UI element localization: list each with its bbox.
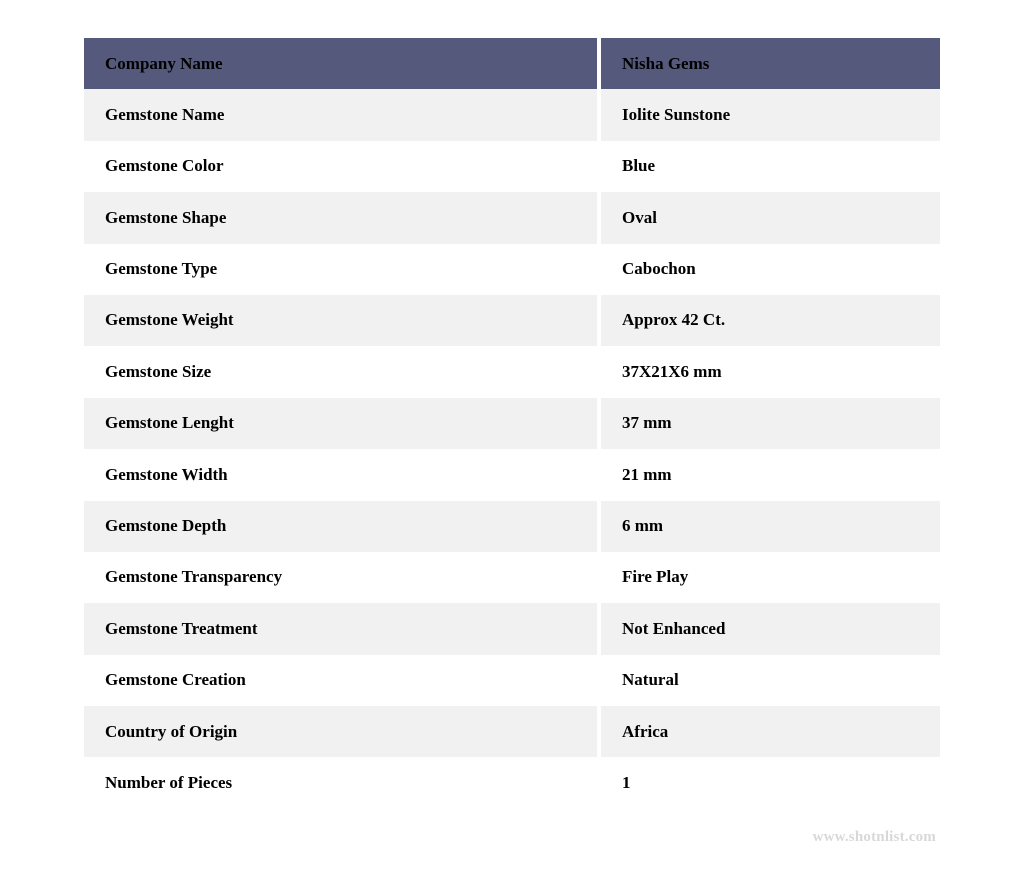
spec-table-row: Gemstone Depth 6 mm [84,500,940,552]
spec-label-cell: Gemstone Name [84,89,597,141]
site-watermark: www.shotnlist.com [812,829,936,845]
column-divider [597,706,601,758]
column-divider [597,654,601,707]
gemstone-spec-sheet: Company Name Nisha Gems Gemstone Name Iolit… [84,38,940,809]
spec-value-cell: 1 [601,757,940,809]
column-divider [597,346,601,398]
spec-label-cell: Number of Pieces [84,757,597,809]
column-divider [597,551,601,604]
spec-label-cell: Gemstone Width [84,449,597,501]
spec-header-row: Company Name Nisha Gems [84,38,940,90]
spec-table-row: Country of Origin Africa [84,706,940,758]
spec-value-cell: Nisha Gems [601,38,940,90]
spec-label-cell: Gemstone Creation [84,654,597,707]
spec-table-row: Gemstone Lenght 37 mm [84,397,940,450]
spec-table-row: Gemstone Size 37X21X6 mm [84,346,940,398]
spec-table-row: Gemstone Creation Natural [84,654,940,707]
spec-value-cell: Approx 42 Ct. [601,294,940,347]
column-divider [597,140,601,193]
column-divider [597,757,601,809]
spec-value-cell: Cabochon [601,243,940,295]
spec-value-cell: Oval [601,192,940,244]
column-divider [597,89,601,141]
spec-value-cell: 37X21X6 mm [601,346,940,398]
spec-label-cell: Gemstone Treatment [84,603,597,655]
spec-table-row: Gemstone Weight Approx 42 Ct. [84,294,940,347]
spec-value-cell: Not Enhanced [601,603,940,655]
spec-value-cell: Fire Play [601,551,940,604]
spec-label-cell: Company Name [84,38,597,90]
spec-value-cell: 6 mm [601,500,940,552]
spec-table-row: Gemstone Color Blue [84,140,940,193]
column-divider [597,294,601,347]
spec-table-body: Company Name Nisha Gems Gemstone Name Iolit… [84,38,940,809]
column-divider [597,243,601,295]
spec-label-cell: Gemstone Weight [84,294,597,347]
spec-table-row: Gemstone Type Cabochon [84,243,940,295]
column-divider [597,449,601,501]
spec-label-cell: Gemstone Shape [84,192,597,244]
spec-value-cell: Africa [601,706,940,758]
spec-table-row: Gemstone Name Iolite Sunstone [84,89,940,141]
column-divider [597,192,601,244]
column-divider [597,397,601,450]
spec-label-cell: Gemstone Lenght [84,397,597,450]
spec-value-cell: Blue [601,140,940,193]
spec-table-row: Gemstone Width 21 mm [84,449,940,501]
spec-label-cell: Gemstone Depth [84,500,597,552]
spec-table-row: Gemstone Shape Oval [84,192,940,244]
spec-table-row: Gemstone Transparency Fire Play [84,551,940,604]
gemstone-spec-table: Company Name Nisha Gems Gemstone Name Iolit… [84,38,940,809]
spec-label-cell: Gemstone Transparency [84,551,597,604]
column-divider [597,38,601,90]
spec-value-cell: Iolite Sunstone [601,89,940,141]
spec-label-cell: Gemstone Color [84,140,597,193]
spec-label-cell: Gemstone Type [84,243,597,295]
spec-label-cell: Country of Origin [84,706,597,758]
spec-value-cell: 37 mm [601,397,940,450]
spec-table-row: Number of Pieces 1 [84,757,940,809]
spec-value-cell: 21 mm [601,449,940,501]
column-divider [597,500,601,552]
column-divider [597,603,601,655]
spec-label-cell: Gemstone Size [84,346,597,398]
spec-table-row: Gemstone Treatment Not Enhanced [84,603,940,655]
spec-value-cell: Natural [601,654,940,707]
